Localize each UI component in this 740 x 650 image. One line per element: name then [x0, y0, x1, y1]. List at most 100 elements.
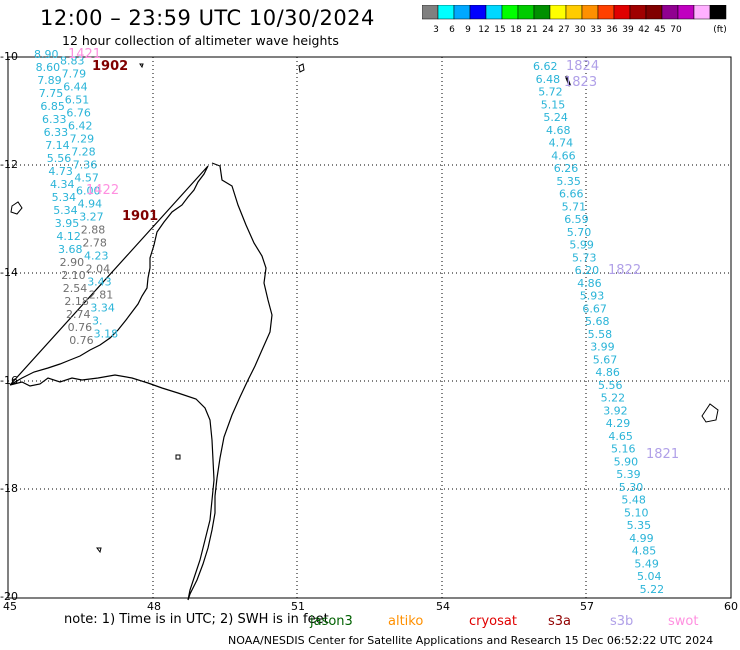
wave-height-label: 7.75: [39, 87, 64, 100]
wave-height-label: 4.29: [606, 417, 631, 430]
wave-height-label: 2.18: [64, 295, 89, 308]
wave-height-label: 7.36: [73, 159, 98, 172]
islet-a: [175, 454, 181, 460]
wave-height-label: 5.70: [567, 226, 592, 239]
east-track-labels: 6.626.485.725.155.244.684.744.666.265.35…: [533, 60, 664, 596]
legend-label: 24: [542, 25, 554, 35]
legend-label: 21: [526, 25, 537, 35]
wave-height-label: 3.95: [55, 217, 80, 230]
map-title: 12:00 – 23:59 UTC 10/30/2024: [40, 6, 375, 30]
map-subtitle: 12 hour collection of altimeter wave hei…: [62, 33, 339, 48]
wave-height-label: 4.34: [50, 178, 75, 191]
y-tick-m12: -12: [0, 158, 18, 171]
wave-height-label: 8.83: [60, 55, 85, 68]
islet-b: [96, 547, 102, 554]
wave-height-label: 2.90: [60, 256, 85, 269]
wave-height-label: 7.79: [62, 68, 87, 81]
legend-label: 70: [670, 25, 682, 35]
legend-label: 39: [622, 25, 634, 35]
wave-height-label: 5.56: [47, 152, 72, 165]
wave-height-label: 4.94: [78, 198, 103, 211]
legend-label: 27: [558, 25, 569, 35]
legend-label: 30: [574, 25, 586, 35]
wave-height-label: 3.: [92, 315, 103, 328]
wave-height-label: 7.28: [71, 146, 96, 159]
x-tick-60: 60: [724, 600, 738, 610]
map-frame: [7, 56, 732, 599]
wave-height-label: 5.49: [634, 557, 659, 570]
wave-height-label: 7.89: [37, 74, 62, 87]
y-tick-m18: -18: [0, 482, 18, 495]
wave-height-label: 4.86: [577, 277, 602, 290]
west-track-labels: 8.90 8.838.60 7.797.89 6.447.75 6.516.85 6.76…: [34, 48, 118, 347]
wave-height-label: 6.62: [533, 60, 558, 73]
y-tick-m20: -20: [0, 590, 18, 603]
satellite-name: swot: [668, 614, 698, 629]
pass-id-label: 1821: [646, 447, 679, 462]
wave-height-label: 6.42: [68, 120, 93, 133]
wave-height-label: 6.48: [536, 73, 561, 86]
satellite-name: s3a: [548, 614, 571, 629]
pass-id-label: 1824: [566, 59, 599, 74]
wave-height-label: 5.72: [538, 86, 563, 99]
wave-height-label: 5.67: [593, 353, 618, 366]
satellite-name: altiko: [388, 614, 423, 629]
wave-height-label: 6.66: [559, 188, 584, 201]
wave-height-label: 5.48: [621, 494, 646, 507]
wave-height-label: 3.92: [603, 404, 628, 417]
wave-height-label: 8.90: [34, 48, 59, 61]
wave-height-label: 3.43: [87, 276, 112, 289]
wave-height-label: 6.76: [66, 107, 91, 120]
x-tick-57: 57: [580, 600, 594, 610]
wave-height-label: 5.71: [562, 200, 587, 213]
satellite-legend: jason3 altiko cryosat s3a s3b swot: [309, 614, 698, 629]
wave-height-label: 6.20: [575, 264, 600, 277]
wave-height-label: 3.99: [590, 341, 615, 354]
wave-height-label: 5.34: [52, 191, 77, 204]
wave-height-label: 4.85: [632, 545, 657, 558]
wave-height-label: 5.16: [611, 443, 636, 456]
x-tick-54: 54: [436, 600, 450, 610]
wave-height-label: 6.85: [40, 100, 65, 113]
wave-height-label: 4.57: [74, 172, 99, 185]
legend-label: 42: [638, 25, 649, 35]
east-track-marker: [564, 75, 572, 87]
wave-height-label: 6.26: [554, 162, 579, 175]
legend-label: 12: [478, 25, 489, 35]
wave-height-label: 2.04: [86, 263, 111, 276]
legend-swatch: [709, 5, 727, 20]
wave-height-label: 7.14: [45, 139, 69, 152]
wave-height-label: 5.30: [619, 481, 644, 494]
y-tick-m16: -16: [0, 374, 18, 387]
y-tick-m14: -14: [0, 266, 18, 279]
wave-height-label: 2.10: [61, 269, 85, 282]
wave-height-label: 4.73: [48, 165, 73, 178]
wave-height-label: 5.15: [541, 98, 566, 111]
nosy-be-island: [10, 201, 23, 215]
wave-height-label: 2.81: [89, 289, 114, 302]
pass-id-label: 1822: [608, 263, 641, 278]
legend-label: 18: [510, 25, 522, 35]
wave-height-label: 6.00: [76, 185, 101, 198]
legend-label: 45: [654, 25, 665, 35]
wave-height-label: 5.04: [637, 570, 662, 583]
wave-height-label: 4.66: [551, 149, 576, 162]
x-tick-51: 51: [291, 600, 305, 610]
pass-id-label: 1902: [92, 59, 128, 74]
wave-height-label: 2.78: [82, 237, 107, 250]
wave-height-label: 5.35: [556, 175, 581, 188]
wave-height-label: 5.22: [601, 392, 626, 405]
wave-height-label: 7.29: [70, 133, 95, 146]
wave-height-label: 8.60: [36, 61, 61, 74]
legend-unit: (ft): [713, 25, 727, 35]
wave-height-label: 5.73: [572, 251, 597, 264]
legend-label: 33: [590, 25, 601, 35]
small-island: [298, 63, 305, 73]
pass-id-label: 1421: [68, 47, 101, 62]
wave-height-label: 6.33: [44, 126, 69, 139]
wave-height-label: 5.24: [543, 111, 568, 124]
wave-height-label: 0.76: [68, 321, 93, 334]
wave-height-label: 6.59: [564, 213, 589, 226]
wave-height-label: 4.86: [595, 366, 620, 379]
wave-height-label: 5.10: [624, 506, 649, 519]
